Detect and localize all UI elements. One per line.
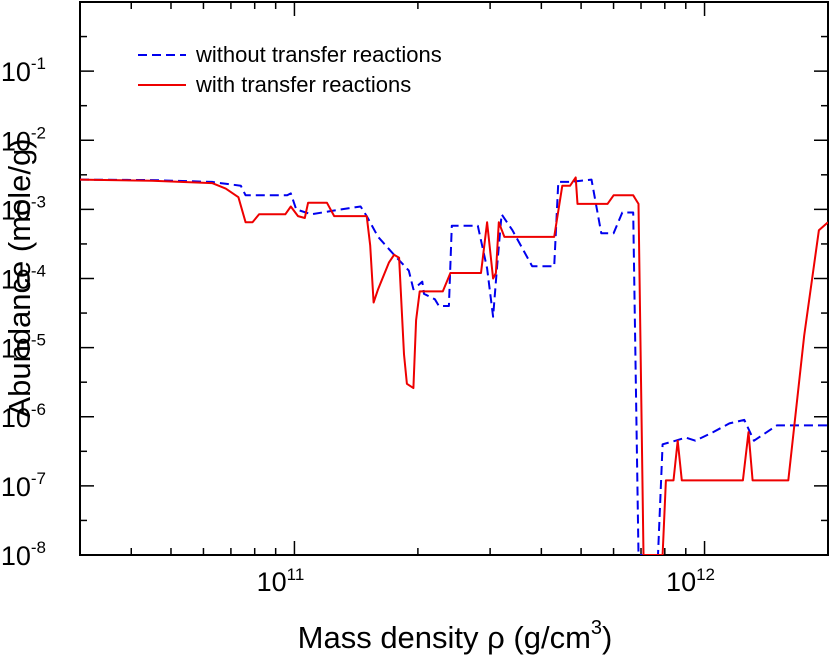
series-line-with-transfer — [80, 176, 828, 555]
y-tick-label: 10-5 — [1, 331, 46, 364]
y-tick-label-base: 10 — [1, 57, 31, 87]
y-tick-label-base: 10 — [1, 334, 31, 364]
legend-label-without: without transfer reactions — [195, 42, 442, 67]
y-tick-label: 10-2 — [1, 123, 46, 156]
y-tick-label: 10-6 — [1, 400, 46, 433]
y-tick-label-exp: -8 — [31, 538, 46, 557]
y-tick-label-base: 10 — [1, 472, 31, 502]
x-tick-label-base: 10 — [257, 567, 287, 597]
y-tick-label-base: 10 — [1, 126, 31, 156]
y-tick-label: 10-1 — [1, 54, 46, 87]
x-tick-label: 1011 — [257, 565, 305, 597]
y-tick-label-exp: -4 — [31, 262, 46, 281]
series-layer — [80, 176, 828, 555]
legend-label-with: with transfer reactions — [195, 72, 411, 97]
x-tick-label-exp: 11 — [287, 565, 305, 584]
y-tick-label-base: 10 — [1, 403, 31, 433]
x-tick-label-exp: 12 — [696, 565, 715, 584]
y-tick-label-base: 10 — [1, 265, 31, 295]
y-tick-label: 10-3 — [1, 192, 46, 225]
plot-frame — [79, 1, 829, 556]
y-tick-label-base: 10 — [1, 195, 31, 225]
y-axis-title: Abundance (mole/g) — [2, 138, 37, 417]
y-tick-label: 10-4 — [1, 262, 46, 295]
y-tick-label-exp: -5 — [31, 331, 46, 350]
x-axis-title-exp: 3 — [591, 617, 602, 639]
x-tick-label: 1012 — [666, 565, 715, 597]
y-tick-label: 10-8 — [1, 538, 46, 571]
x-tick-label-base: 10 — [666, 567, 696, 597]
x-axis-title-main: Mass density ρ (g/cm — [298, 620, 591, 655]
legend: without transfer reactions with transfer… — [138, 42, 442, 97]
y-tick-label-exp: -6 — [31, 400, 46, 419]
x-axis-title: Mass density ρ (g/cm3) — [298, 617, 613, 655]
y-tick-label-exp: -2 — [31, 123, 46, 142]
x-axis-title-close: ) — [602, 620, 612, 655]
ticks — [79, 1, 829, 556]
y-tick-label-exp: -3 — [31, 192, 46, 211]
y-tick-label-exp: -7 — [31, 469, 46, 488]
series-line-without-transfer — [80, 178, 828, 555]
y-tick-label-exp: -1 — [31, 54, 46, 73]
y-tick-label: 10-7 — [1, 469, 46, 502]
y-tick-label-base: 10 — [1, 541, 31, 571]
